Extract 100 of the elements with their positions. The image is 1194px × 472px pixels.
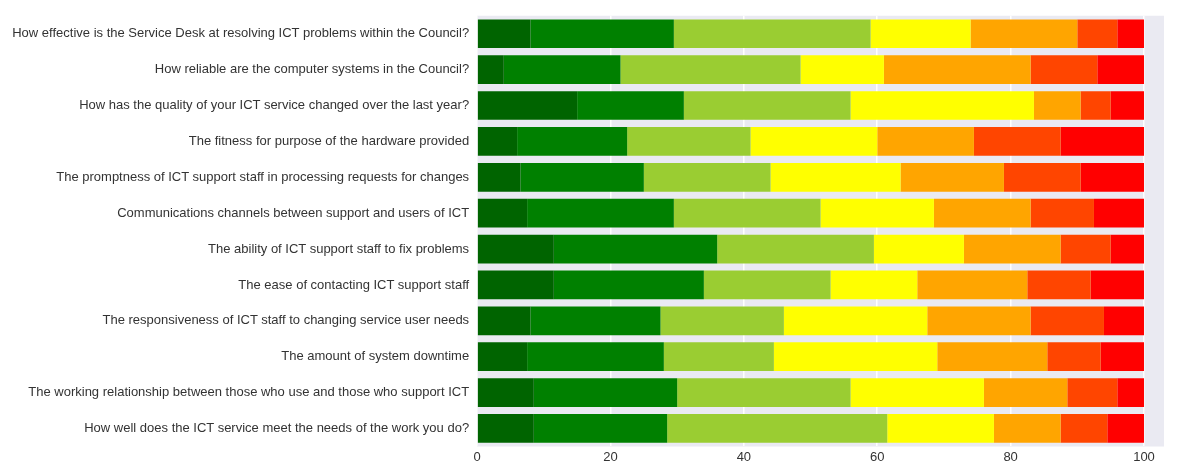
bar [1033,91,1081,120]
bar [517,127,628,156]
y-tick-label: The amount of system downtime [281,348,470,364]
bar [973,127,1061,156]
bar [1067,378,1118,407]
bar [1030,306,1104,336]
bar [1080,162,1144,192]
bar [683,91,851,120]
bar [883,55,1031,84]
bar [1110,234,1144,264]
bar [783,306,928,336]
bar [877,127,974,156]
bar [1117,19,1144,49]
bar [677,378,851,407]
bar [477,162,521,192]
bar [873,234,964,264]
bar [850,378,984,407]
bar [553,234,718,264]
bar [1027,270,1091,300]
bar [527,342,664,372]
bar [663,342,774,372]
bar [527,198,674,228]
bar [477,342,528,372]
bar [933,198,1031,228]
x-tick-label: 80 [1003,448,1018,464]
bar [1103,306,1144,336]
bar [963,234,1061,264]
bar [850,91,1034,120]
bar [983,378,1068,407]
bar [717,234,874,264]
bar [1047,342,1101,372]
bar [477,414,534,443]
bar [477,19,531,49]
bar [533,378,678,407]
bar [1080,91,1111,120]
bar [627,127,751,156]
x-tick-label: 20 [603,448,618,464]
bar [553,270,704,300]
y-tick-label: How reliable are the computer systems in the Council? [154,61,470,77]
bar [477,378,534,407]
bar [643,162,771,192]
bar [673,198,821,228]
bar [477,198,528,228]
bar [1090,270,1144,300]
bar [1060,127,1144,156]
bar [1100,342,1144,372]
bar [773,342,938,372]
bar [477,270,554,300]
bar [1030,198,1094,228]
bar [1093,198,1144,228]
bar [770,162,901,192]
bar [477,127,518,156]
bar [503,55,621,84]
y-tick-label: The responsiveness of ICT staff to changing service user needs [102,312,470,328]
bar [800,55,884,84]
bar [477,91,578,120]
bar [520,162,644,192]
bar [1030,55,1098,84]
y-tick-label: How well does the ICT service meet the needs of the work you do? [84,420,470,436]
bar [900,162,1004,192]
y-tick-label: The fitness for purpose of the hardware provided [188,132,470,148]
bar [937,342,1048,372]
bar [750,127,878,156]
bar [530,19,674,49]
x-tick-label: 100 [1133,448,1155,464]
bar [477,234,554,264]
bar [703,270,831,300]
x-tick-label: 40 [736,448,752,464]
bar [1003,162,1081,192]
bar [530,306,661,336]
bar [1077,19,1118,49]
y-tick-label: How has the quality of your ICT service changed over the last year? [79,97,470,113]
bar [620,55,801,84]
x-tick-label: 60 [870,448,885,464]
bar [477,306,531,336]
bar [477,55,504,84]
bar [1107,414,1144,443]
bar [870,19,971,49]
bar [667,414,888,443]
bar [1097,55,1144,84]
bar [673,19,871,49]
bar [1060,234,1111,264]
bar [1110,91,1144,120]
bar [970,19,1078,49]
y-tick-label: The working relationship between those who use and those who support ICT [28,384,470,400]
bar [1060,414,1108,443]
y-tick-label: The ability of ICT support staff to fix problems [208,240,470,256]
bar [820,198,934,228]
bar [577,91,684,120]
x-tick-label: 0 [473,448,481,464]
bar [993,414,1061,443]
bar [533,414,668,443]
bar [1117,378,1144,407]
bar [917,270,1028,300]
y-tick-label: Communications channels between support and users of ICT [117,204,470,220]
bar [660,306,784,336]
bar [887,414,994,443]
y-tick-label: The promptness of ICT support staff in processing requests for changes [56,168,470,184]
bar [830,270,918,300]
y-tick-label: The ease of contacting ICT support staff [238,276,470,292]
